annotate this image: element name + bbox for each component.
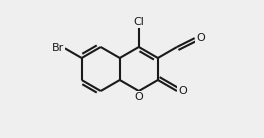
Text: O: O: [178, 86, 187, 96]
Text: O: O: [196, 33, 205, 43]
Text: Br: Br: [52, 43, 64, 53]
Text: O: O: [134, 92, 143, 102]
Text: Cl: Cl: [133, 17, 144, 27]
